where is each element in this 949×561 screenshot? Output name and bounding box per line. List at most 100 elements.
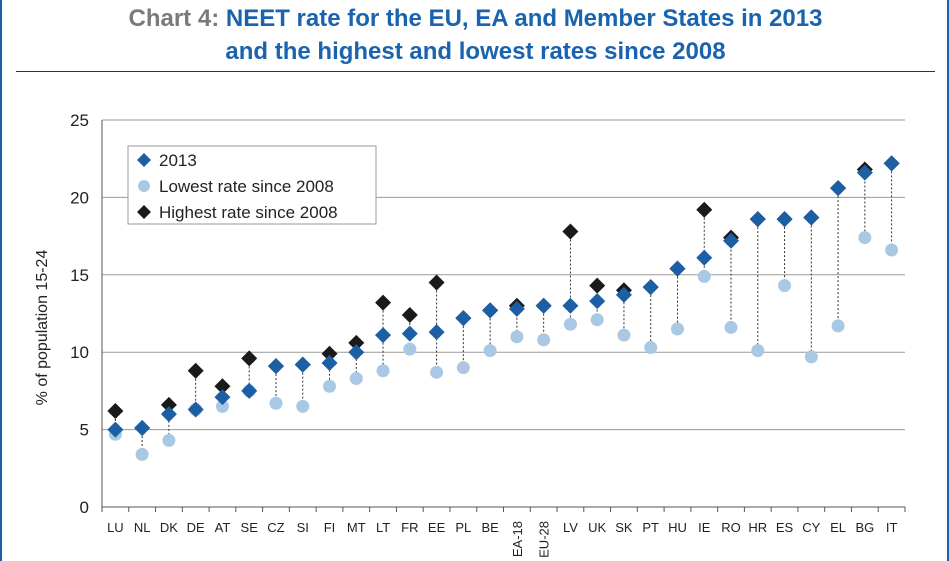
rate-2013-point xyxy=(830,180,847,197)
chart-title-main-line-1: NEET rate for the EU, EA and Member Stat… xyxy=(225,5,823,32)
lowest-rate-point xyxy=(563,317,577,331)
x-tick-label: MT xyxy=(347,520,366,535)
lowest-rate-point xyxy=(537,333,551,347)
chart-title-line-1: Chart 4: NEET rate for the EU, EA and Me… xyxy=(16,2,935,35)
rate-2013-point xyxy=(669,260,686,277)
rate-2013-point xyxy=(696,249,713,266)
rate-2013-point xyxy=(455,310,472,327)
y-tick-label: 25 xyxy=(70,111,89,130)
rate-2013-point xyxy=(562,297,579,314)
x-tick-label: DE xyxy=(187,520,205,535)
rate-2013-point xyxy=(348,344,365,361)
chart-title-prefix: Chart 4 xyxy=(128,5,212,32)
legend-item-lowest-marker xyxy=(138,180,150,192)
lowest-rate-point xyxy=(724,320,738,334)
rate-2013-point xyxy=(375,327,392,344)
x-tick-label: CZ xyxy=(267,520,284,535)
rate-2013-point xyxy=(776,211,793,228)
lowest-rate-point xyxy=(617,328,631,342)
x-tick-label: LV xyxy=(563,520,578,535)
highest-rate-point xyxy=(107,403,124,420)
rate-2013-point xyxy=(294,356,311,373)
highest-rate-point xyxy=(428,274,445,291)
x-tick-label: SK xyxy=(615,520,633,535)
y-tick-label: 0 xyxy=(80,498,89,517)
highest-rate-point xyxy=(214,378,231,395)
x-tick-label: FR xyxy=(401,520,418,535)
x-tick-label: NL xyxy=(134,520,151,535)
x-tick-label: DK xyxy=(160,520,178,535)
rate-2013-point xyxy=(214,389,231,406)
rate-2013-point xyxy=(803,209,820,226)
rate-2013-point xyxy=(615,286,632,303)
chart-title: Chart 4: NEET rate for the EU, EA and Me… xyxy=(16,2,935,68)
x-tick-label: AT xyxy=(215,520,231,535)
y-tick-label: 10 xyxy=(70,343,89,362)
rate-2013-point xyxy=(428,324,445,341)
lowest-rate-point xyxy=(670,322,684,336)
x-tick-label: PT xyxy=(642,520,659,535)
lowest-rate-point xyxy=(162,433,176,447)
y-tick-label: 15 xyxy=(70,266,89,285)
x-tick-label: LT xyxy=(376,520,390,535)
lowest-rate-point xyxy=(296,399,310,413)
x-tick-label: PL xyxy=(455,520,471,535)
lowest-rate-point xyxy=(590,313,604,327)
rate-2013-point xyxy=(856,164,873,181)
rate-2013-point xyxy=(187,401,204,418)
rate-2013-point xyxy=(267,358,284,375)
lowest-rate-point xyxy=(403,342,417,356)
legend-item-2013-marker xyxy=(137,153,151,167)
highest-rate-point xyxy=(375,294,392,311)
lowest-rate-point xyxy=(831,319,845,333)
y-tick-label: 5 xyxy=(80,421,89,440)
x-tick-label: EL xyxy=(830,520,846,535)
lowest-rate-point xyxy=(644,341,658,355)
rate-2013-point xyxy=(589,293,606,310)
x-tick-label: SI xyxy=(297,520,309,535)
x-tick-label: HU xyxy=(668,520,687,535)
title-underline xyxy=(16,71,935,72)
highest-rate-point xyxy=(160,396,177,413)
lowest-rate-point xyxy=(376,364,390,378)
rate-2013-point xyxy=(321,355,338,372)
legend-item-lowest-label: Lowest rate since 2008 xyxy=(159,177,334,196)
lowest-rate-point xyxy=(858,231,872,245)
x-tick-label: SE xyxy=(241,520,259,535)
x-tick-label: LU xyxy=(107,520,124,535)
rate-2013-point xyxy=(134,420,151,437)
x-tick-label: BE xyxy=(481,520,499,535)
lowest-rate-point xyxy=(697,269,711,283)
rate-2013-point xyxy=(241,382,258,399)
x-tick-label: IE xyxy=(698,520,711,535)
x-tick-label: RO xyxy=(721,520,741,535)
lowest-rate-point xyxy=(349,372,363,386)
rate-2013-point xyxy=(749,211,766,228)
chart-title-main-line-2: and the highest and lowest rates since 2… xyxy=(225,38,726,65)
rate-2013-point xyxy=(401,325,418,342)
y-tick-label: 20 xyxy=(70,188,89,207)
x-tick-label: EU-28 xyxy=(537,521,552,558)
x-tick-label: IT xyxy=(886,520,898,535)
rate-2013-point xyxy=(883,155,900,172)
highest-rate-point xyxy=(321,345,338,362)
rate-2013-point xyxy=(508,300,525,317)
rate-2013-point xyxy=(107,421,124,438)
highest-rate-point xyxy=(187,362,204,379)
lowest-rate-point xyxy=(135,447,149,461)
chart-title-separator: : xyxy=(211,5,226,32)
highest-rate-point xyxy=(696,201,713,218)
lowest-rate-point xyxy=(778,279,792,293)
x-tick-label: EA-18 xyxy=(510,521,525,557)
rate-2013-point xyxy=(160,406,177,423)
x-tick-label: BG xyxy=(855,520,874,535)
legend-box xyxy=(127,145,377,225)
rate-2013-point xyxy=(535,297,552,314)
x-tick-label: FI xyxy=(324,520,336,535)
lowest-rate-point xyxy=(269,396,283,410)
lowest-rate-point xyxy=(510,330,524,344)
rate-2013-point xyxy=(642,279,659,296)
lowest-rate-point xyxy=(456,361,470,375)
highest-rate-point xyxy=(401,307,418,324)
